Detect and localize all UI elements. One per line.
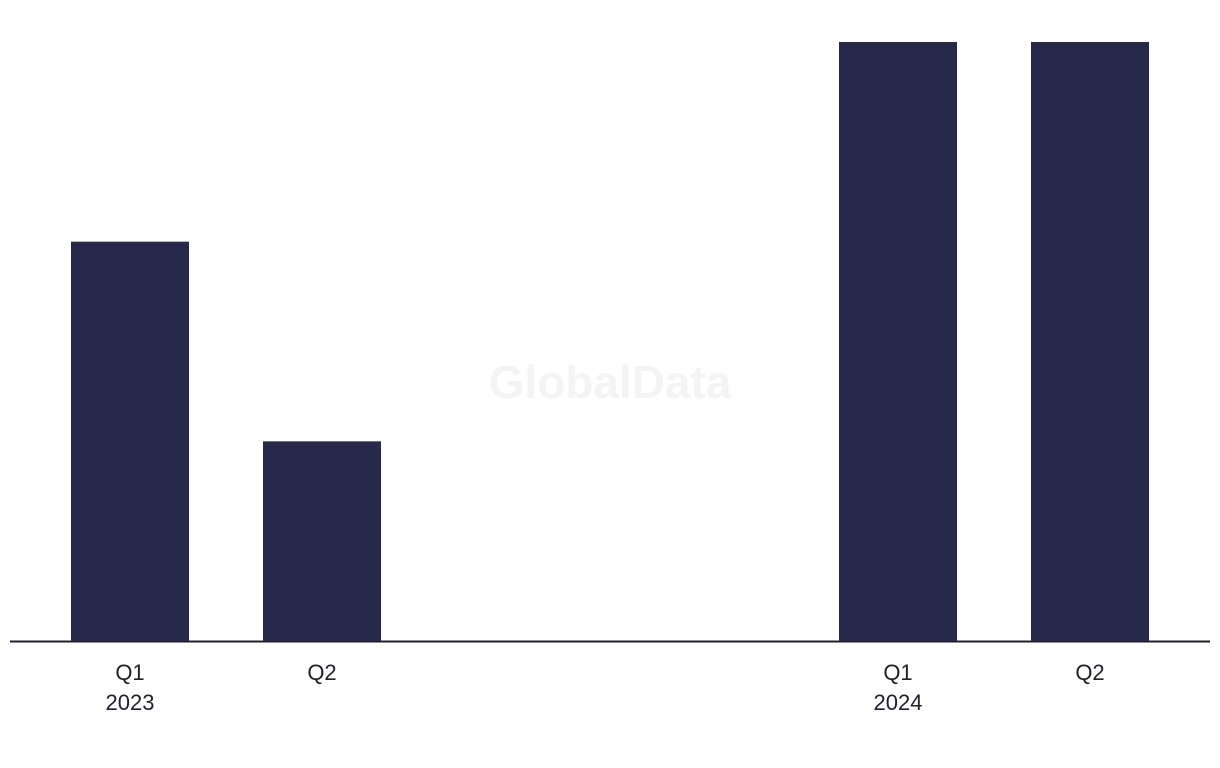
bar	[1031, 42, 1149, 641]
bar	[839, 42, 957, 641]
x-tick-label: Q1	[115, 660, 144, 685]
bar	[263, 441, 381, 641]
x-tick-label: Q2	[307, 660, 336, 685]
x-tick-label: Q1	[883, 660, 912, 685]
x-group-label: 2023	[106, 690, 155, 715]
x-tick-label: Q2	[1075, 660, 1104, 685]
x-group-label: 2024	[874, 690, 923, 715]
bar	[71, 241, 189, 641]
watermark: GlobalData	[489, 356, 732, 408]
